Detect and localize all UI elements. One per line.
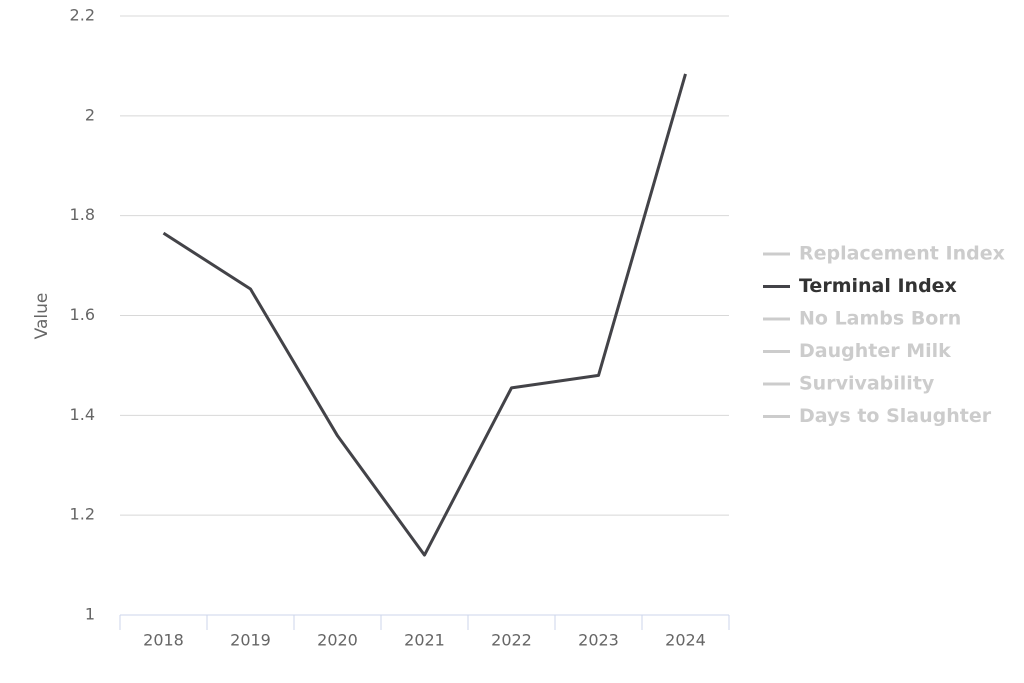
legend-item[interactable]: Days to Slaughter bbox=[799, 405, 992, 427]
series-line bbox=[162, 73, 687, 557]
legend-item[interactable]: No Lambs Born bbox=[799, 308, 961, 330]
x-tick-label: 2022 bbox=[491, 631, 532, 650]
legend-item[interactable]: Survivability bbox=[799, 373, 935, 395]
y-tick-label: 2.2 bbox=[70, 6, 95, 25]
y-axis-label: Value bbox=[32, 293, 52, 340]
y-tick-label: 1.8 bbox=[70, 205, 95, 224]
x-tick-label: 2018 bbox=[143, 631, 184, 650]
y-tick-label: 2 bbox=[85, 105, 95, 124]
legend-item[interactable]: Daughter Milk bbox=[799, 340, 951, 362]
y-tick-label: 1.2 bbox=[70, 505, 95, 524]
x-tick-label: 2023 bbox=[578, 631, 619, 650]
x-tick-label: 2020 bbox=[317, 631, 358, 650]
y-tick-label: 1 bbox=[85, 605, 95, 624]
x-tick-label: 2019 bbox=[230, 631, 271, 650]
legend-item[interactable]: Terminal Index bbox=[799, 275, 957, 297]
legend-item[interactable]: Replacement Index bbox=[799, 243, 1005, 265]
x-tick-label: 2021 bbox=[404, 631, 445, 650]
y-tick-label: 1.6 bbox=[70, 305, 95, 324]
y-tick-label: 1.4 bbox=[70, 405, 95, 424]
x-tick-label: 2024 bbox=[665, 631, 706, 650]
